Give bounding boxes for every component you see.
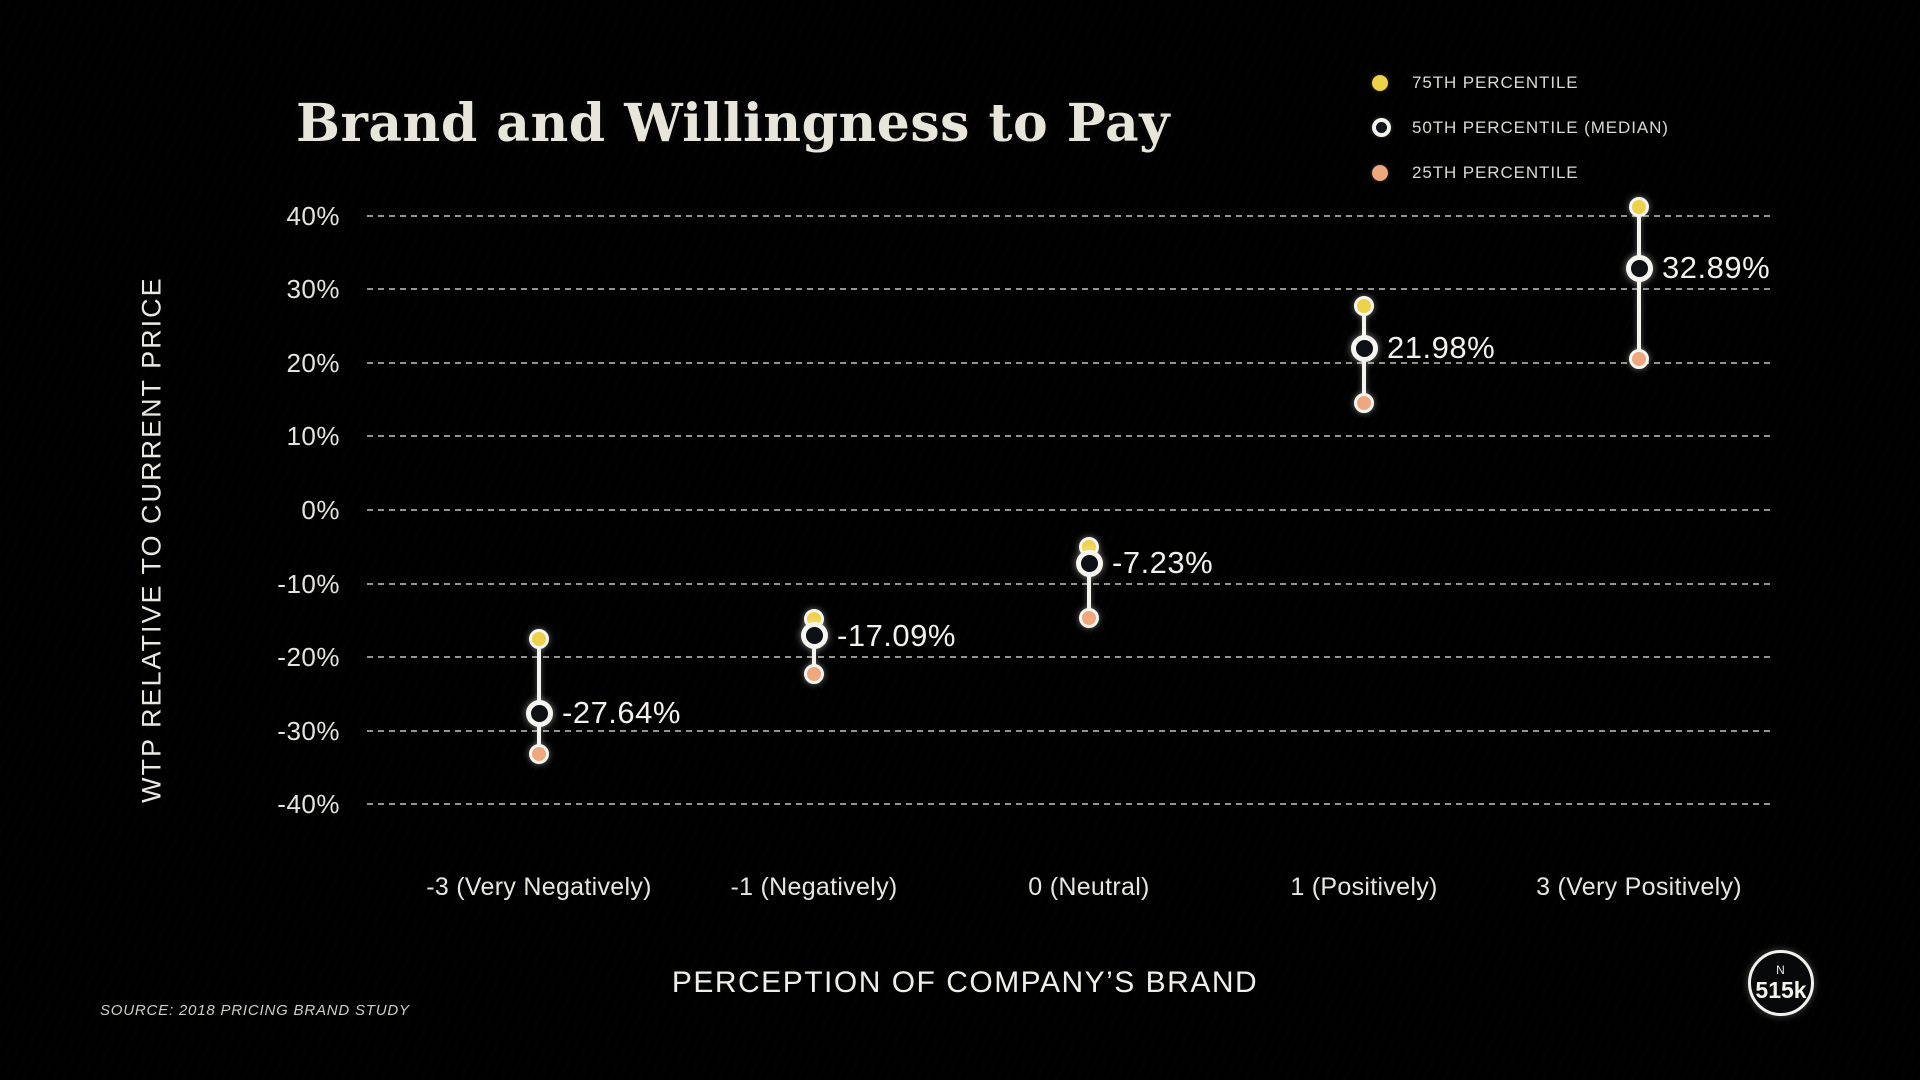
gridline-30% [367, 288, 1775, 291]
gridline-40% [367, 214, 1775, 217]
range-connector-line [1087, 546, 1091, 619]
gridline-20% [367, 361, 1775, 364]
y-tick-label: 40% [286, 200, 340, 231]
marker-25th-percentile [529, 744, 549, 765]
y-tick-label: -20% [277, 642, 340, 673]
sample-size-value: 515k [1755, 977, 1807, 1003]
marker-25th-percentile [1079, 608, 1099, 629]
y-tick-label: 30% [286, 274, 340, 305]
x-tick-label: -1 (Negatively) [730, 873, 898, 901]
median-value-label: -27.64% [562, 695, 681, 731]
sample-size-badge: N 515k [1748, 950, 1814, 1016]
marker-median [525, 699, 553, 727]
marker-25th-percentile [1629, 349, 1649, 370]
range-connector-line [537, 638, 541, 755]
legend: 75TH PERCENTILE 50TH PERCENTILE (MEDIAN)… [1372, 60, 1669, 195]
gridline--20% [367, 656, 1775, 659]
y-tick-label: 10% [286, 421, 340, 452]
marker-25th-percentile [1354, 393, 1374, 414]
legend-marker-75th-dot-icon [1372, 74, 1388, 91]
marker-median [1350, 334, 1378, 362]
marker-median [800, 622, 828, 650]
legend-label-75th: 75TH PERCENTILE [1412, 72, 1579, 92]
marker-median [1075, 549, 1103, 577]
y-tick-label: 0% [301, 495, 340, 525]
marker-25th-percentile [804, 664, 824, 685]
gridline--10% [367, 582, 1775, 585]
marker-median [1625, 254, 1653, 282]
legend-label-25th: 25TH PERCENTILE [1412, 162, 1579, 182]
marker-75th-percentile [1629, 196, 1649, 217]
legend-label-50th: 50TH PERCENTILE (MEDIAN) [1412, 117, 1669, 137]
median-value-label: -7.23% [1112, 545, 1214, 581]
legend-item-25th: 25TH PERCENTILE [1372, 150, 1669, 195]
range-connector-line [1637, 206, 1641, 360]
x-axis-title: PERCEPTION OF COMPANY’S BRAND [671, 966, 1259, 999]
gridline--40% [367, 803, 1775, 806]
y-tick-label: -10% [277, 568, 340, 599]
gridline-0% [367, 509, 1775, 511]
marker-75th-percentile [529, 628, 549, 649]
sample-size-n-label: N [1776, 963, 1786, 977]
x-tick-label: 3 (Very Positively) [1536, 873, 1742, 901]
legend-marker-25th-dot-icon [1372, 164, 1388, 181]
x-tick-label: -3 (Very Negatively) [426, 873, 652, 901]
legend-item-50th: 50TH PERCENTILE (MEDIAN) [1372, 105, 1669, 150]
legend-marker-median-ring-icon [1372, 118, 1391, 137]
source-note: SOURCE: 2018 PRICING BRAND STUDY [100, 1002, 410, 1019]
median-value-label: 21.98% [1387, 330, 1496, 366]
median-value-label: -17.09% [837, 617, 956, 653]
y-tick-label: -30% [277, 715, 340, 746]
x-tick-label: 0 (Neutral) [1028, 873, 1150, 901]
gridline-10% [367, 435, 1775, 438]
marker-75th-percentile [1354, 296, 1374, 317]
x-tick-label: 1 (Positively) [1290, 873, 1438, 901]
chart-title: Brand and Willingness to Pay [296, 92, 1170, 154]
legend-item-75th: 75TH PERCENTILE [1372, 60, 1669, 105]
median-value-label: 32.89% [1662, 250, 1771, 286]
y-tick-label: -40% [277, 789, 340, 820]
y-tick-label: 20% [286, 347, 340, 378]
gridline--30% [367, 729, 1775, 732]
